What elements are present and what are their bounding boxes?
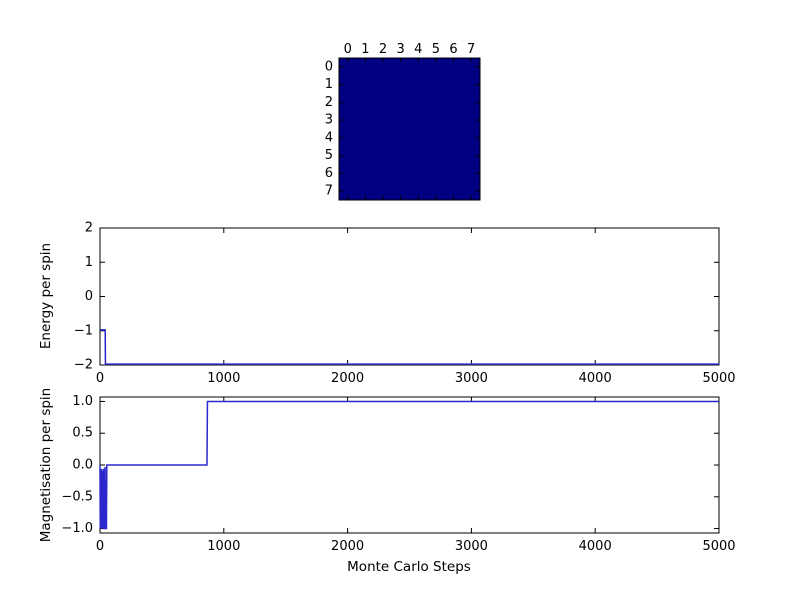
energy-y-tick-label: 1 <box>85 255 93 270</box>
energy-x-tick-label: 5000 <box>702 371 735 386</box>
magnetisation-y-tick-label: 1.0 <box>72 394 93 409</box>
heatmap-row-tick-label: 6 <box>325 166 333 181</box>
magnetisation-x-tick-label: 0 <box>96 539 104 554</box>
heatmap-row-tick-label: 3 <box>325 113 333 128</box>
heatmap-row-tick-label: 0 <box>325 59 333 74</box>
magnetisation-x-tick-label: 4000 <box>579 539 612 554</box>
x-axis-label: Monte Carlo Steps <box>347 559 471 575</box>
energy-x-tick-label: 0 <box>96 371 104 386</box>
heatmap-col-tick-label: 5 <box>432 42 440 57</box>
heatmap-grid <box>338 57 481 201</box>
energy-plot-frame <box>99 227 720 366</box>
energy-x-tick-label: 3000 <box>455 371 488 386</box>
heatmap-col-tick-label: 4 <box>414 42 422 57</box>
energy-y-tick-label: −1 <box>74 323 93 338</box>
energy-y-tick-label: −2 <box>74 358 93 373</box>
magnetisation-y-tick-label: −1.0 <box>61 521 93 536</box>
heatmap-row-tick-label: 2 <box>325 95 333 110</box>
magnetisation-x-tick-label: 1000 <box>207 539 240 554</box>
heatmap-col-tick-label: 6 <box>449 42 457 57</box>
energy-y-axis-label: Energy per spin <box>38 242 54 350</box>
heatmap-col-tick-label: 1 <box>361 42 369 57</box>
magnetisation-x-tick-label: 3000 <box>455 539 488 554</box>
energy-y-tick-label: 2 <box>85 221 93 236</box>
heatmap-row-tick-label: 5 <box>325 148 333 163</box>
energy-y-tick-label: 0 <box>85 289 93 304</box>
magnetisation-y-tick-label: −0.5 <box>61 489 93 504</box>
magnetisation-x-tick-label: 2000 <box>331 539 364 554</box>
energy-x-tick-label: 2000 <box>331 371 364 386</box>
magnetisation-y-axis-label: Magnetisation per spin <box>38 387 54 543</box>
heatmap-col-tick-label: 7 <box>467 42 475 57</box>
heatmap-col-tick-label: 2 <box>379 42 387 57</box>
heatmap-col-tick-label: 3 <box>397 42 405 57</box>
heatmap-row-tick-label: 4 <box>325 130 333 145</box>
energy-line <box>100 329 719 365</box>
energy-x-tick-label: 4000 <box>579 371 612 386</box>
magnetisation-x-tick-label: 5000 <box>702 539 735 554</box>
heatmap-col-tick-label: 0 <box>344 42 352 57</box>
magnetisation-y-tick-label: 0.0 <box>72 458 93 473</box>
heatmap-row-tick-label: 7 <box>325 184 333 199</box>
magnetisation-y-tick-label: 0.5 <box>72 426 93 441</box>
heatmap-row-tick-label: 1 <box>325 77 333 92</box>
magnetisation-line <box>99 400 719 530</box>
energy-x-tick-label: 1000 <box>207 371 240 386</box>
